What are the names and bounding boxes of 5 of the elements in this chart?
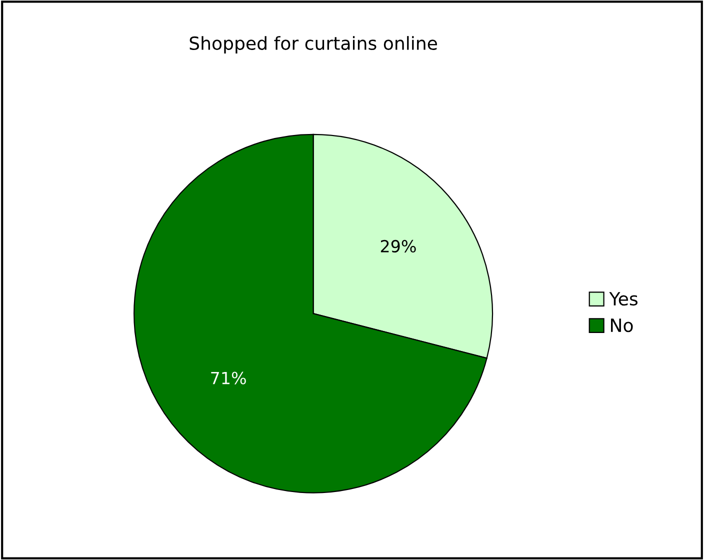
data-label: 29% (380, 240, 416, 253)
legend-label: Yes (609, 292, 638, 306)
chart-title: Shopped for curtains online (190, 36, 437, 54)
legend-label: No (611, 318, 633, 332)
data-label: 71% (211, 372, 246, 384)
